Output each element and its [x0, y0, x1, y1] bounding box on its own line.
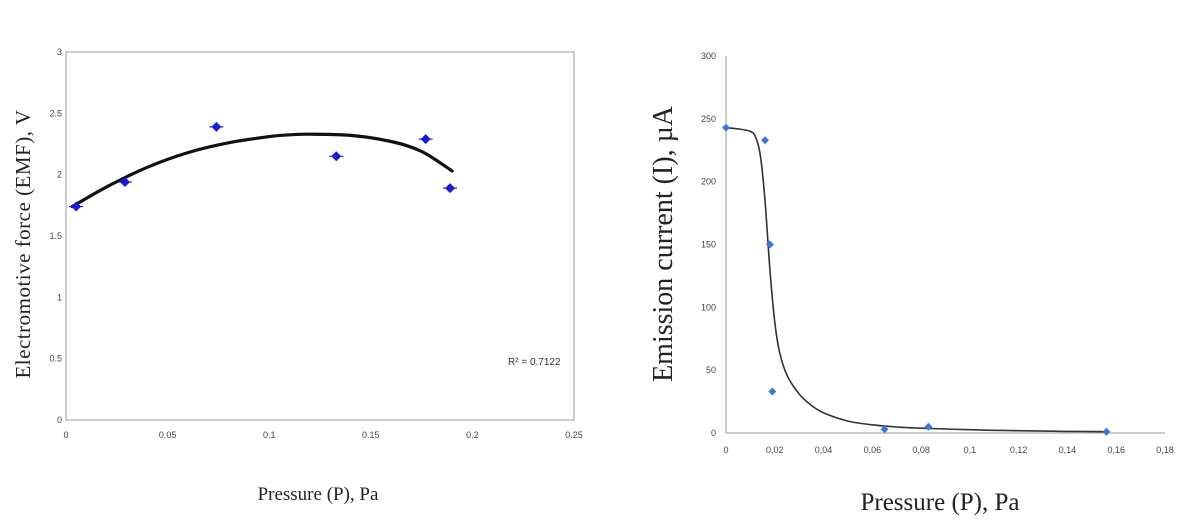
right-data-point [880, 425, 889, 434]
left-y-tick-label: 2 [57, 170, 62, 180]
right-data-point [1102, 427, 1111, 436]
right-point-marker [768, 387, 777, 396]
left-data-point [329, 151, 344, 162]
right-x-tick-label: 0,1 [964, 445, 977, 455]
right-x-tick-label: 0,18 [1156, 445, 1174, 455]
right-x-tick-label: 0 [723, 445, 728, 455]
emf-y-ticks: 0 0.5 1 1.5 2 2.5 3 [49, 47, 62, 425]
left-x-tick-label: 0.15 [362, 430, 380, 440]
emf-trendline [70, 132, 454, 209]
left-data-point [69, 201, 84, 212]
left-x-tick-label: 0.05 [159, 430, 177, 440]
left-data-point [418, 134, 433, 145]
right-point-marker [924, 422, 933, 431]
right-x-tick-label: 0,14 [1059, 445, 1077, 455]
right-point-marker [722, 123, 730, 132]
emission-points [722, 123, 1111, 436]
right-data-point [761, 136, 770, 145]
emission-y-axis-label: Emission current (I), µA [648, 105, 679, 382]
right-point-marker [765, 240, 774, 249]
left-data-point [443, 183, 458, 194]
emf-r2-annotation: R² = 0.7122 [508, 357, 561, 368]
left-y-tick-label: 3 [57, 47, 62, 57]
left-y-tick-label: 0.5 [49, 354, 62, 364]
left-data-point [117, 177, 132, 188]
left-data-point [209, 121, 224, 132]
right-x-tick-label: 0,06 [864, 445, 882, 455]
emf-x-axis-label: Pressure (P), Pa [258, 484, 379, 505]
right-y-tick-label: 50 [706, 365, 716, 375]
emf-points [69, 121, 458, 212]
left-x-tick-label: 0 [63, 430, 68, 440]
emf-x-ticks: 0 0.05 0.1 0.15 0.2 0.25 [63, 430, 582, 440]
right-y-tick-label: 100 [701, 302, 716, 312]
emission-x-axis-label: Pressure (P), Pa [860, 489, 1019, 516]
left-x-tick-label: 0.1 [263, 430, 276, 440]
right-point-marker [761, 136, 770, 145]
right-x-tick-label: 0,08 [912, 445, 930, 455]
left-x-tick-label: 0.2 [466, 430, 479, 440]
right-x-tick-label: 0,12 [1010, 445, 1028, 455]
right-x-tick-label: 0,16 [1107, 445, 1125, 455]
left-y-tick-label: 1.5 [49, 231, 62, 241]
right-point-marker [880, 425, 889, 434]
left-y-tick-label: 1 [57, 292, 62, 302]
right-y-tick-label: 0 [711, 428, 716, 438]
right-point-marker [1102, 427, 1111, 436]
right-data-point [722, 123, 730, 132]
right-y-tick-label: 200 [701, 177, 716, 187]
right-data-point [765, 240, 774, 249]
right-data-point [924, 422, 933, 431]
emission-y-ticks: 0 50 100 150 200 250 300 [701, 51, 716, 438]
emf-chart: 0 0.5 1 1.5 2 2.5 3 0 0.05 0.1 0.15 0.2 0.25 R² = 0… [11, 47, 583, 505]
right-x-tick-label: 0,02 [766, 445, 784, 455]
emission-trendline [725, 126, 1107, 433]
right-y-tick-label: 300 [701, 51, 716, 61]
right-data-point [768, 387, 777, 396]
right-y-tick-label: 250 [701, 114, 716, 124]
left-y-tick-label: 2.5 [49, 108, 62, 118]
emf-y-axis-label: Electromotive force (EMF), V [11, 109, 35, 378]
left-x-tick-label: 0.25 [565, 430, 583, 440]
right-x-tick-label: 0,04 [815, 445, 833, 455]
left-y-tick-label: 0 [57, 415, 62, 425]
right-y-tick-label: 150 [701, 240, 716, 250]
emf-plot-area [65, 51, 575, 421]
emission-x-ticks: 0 0,02 0,04 0,06 0,08 0,1 0,12 0,14 0,16 0,18 [723, 445, 1173, 455]
